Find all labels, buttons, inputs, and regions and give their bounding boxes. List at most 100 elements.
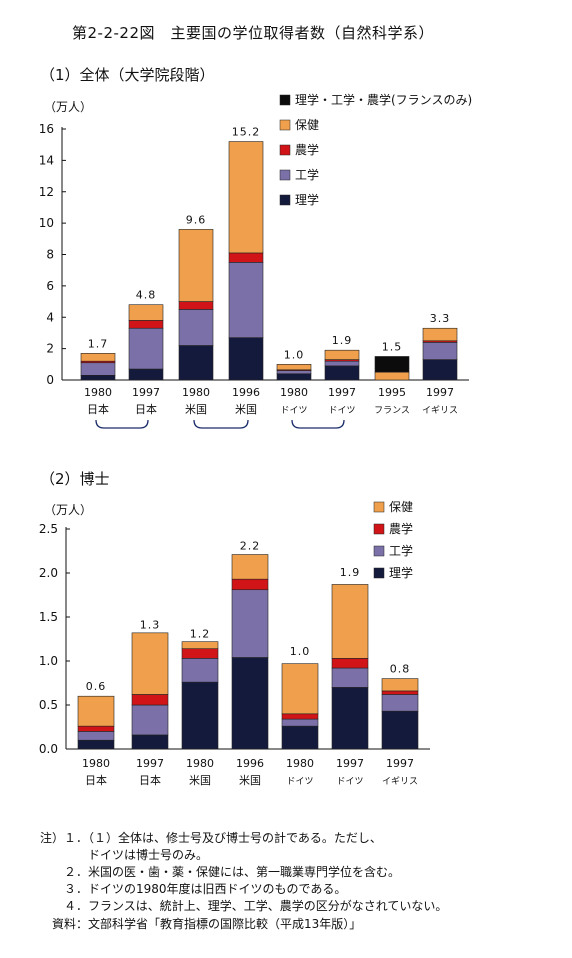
bar-segment-理学: [131, 734, 169, 750]
bar-segment-理学: [281, 725, 319, 750]
x-tick-country-label: 日本: [85, 773, 107, 787]
y-tick-label: 0.0: [39, 742, 58, 756]
bar-total-label: 3.3: [430, 312, 451, 325]
legend-swatch: [279, 94, 291, 106]
y-tick-label: 16: [39, 122, 54, 136]
bar-segment-保健: [77, 695, 115, 727]
section-title-overall: （1）全体（大学院段階）: [40, 66, 215, 84]
bar-total-label: 1.7: [88, 337, 109, 350]
bar-segment-理学・工学・農学: [374, 356, 410, 373]
bar-segment-保健: [276, 364, 312, 371]
bar-total-label: 9.6: [186, 213, 207, 226]
x-tick-country-label: イギリス: [422, 405, 458, 416]
x-tick-country-label: 米国: [185, 403, 207, 416]
bar-segment-理学: [178, 345, 214, 381]
bar-segment-工学: [178, 309, 214, 346]
bar-total-label: 1.0: [290, 645, 311, 658]
x-tick-year-label: 1980: [280, 386, 308, 399]
bar-segment-工学: [77, 731, 115, 741]
note-line: 注）１．（１）全体は、修士号及び博士号の計である。ただし、: [40, 831, 382, 845]
source-note: 資料：文部科学省「教育指標の国際比較（平成13年版）」: [52, 917, 362, 931]
bar-segment-保健: [231, 554, 269, 580]
y-tick-label: 2.5: [39, 522, 58, 536]
y-tick-label: 1.0: [39, 654, 58, 668]
bar-total-label: 4.8: [136, 289, 157, 302]
x-tick-year-label: 1980: [182, 386, 210, 399]
bar-segment-保健: [181, 641, 219, 649]
bar-segment-工学: [381, 694, 419, 712]
bar-segment-工学: [281, 718, 319, 727]
bar-segment-工学: [331, 667, 369, 688]
notes: 注）１．（１）全体は、修士号及び博士号の計である。ただし、 ドイツは博士号のみ。…: [40, 830, 447, 915]
y-tick-label: 2: [46, 342, 54, 356]
group-bracket: [193, 419, 249, 429]
legend-swatch: [279, 144, 291, 156]
legend-swatch: [279, 169, 291, 181]
x-tick-year-label: 1997: [328, 386, 356, 399]
bar-total-label: 1.5: [382, 340, 403, 353]
legend-label: 理学: [295, 192, 319, 207]
bar-segment-農学: [231, 578, 269, 591]
x-tick-country-label: フランス: [374, 405, 410, 416]
legend-swatch: [373, 545, 385, 557]
note-line: ２．米国の医・歯・薬・保健には、第一職業専門学位を含む。: [40, 865, 401, 879]
bar-segment-保健: [331, 584, 369, 659]
y-tick-label: 14: [39, 153, 54, 167]
x-tick-year-label: 1997: [426, 386, 454, 399]
bar-segment-保健: [381, 678, 419, 692]
bar-segment-農学: [131, 694, 169, 706]
y-tick-label: 8: [46, 248, 54, 262]
bar-segment-工学: [128, 327, 164, 370]
legend-swatch: [373, 567, 385, 579]
bar-segment-保健: [131, 632, 169, 695]
y-tick-label: 4: [46, 310, 54, 324]
x-tick-year-label: 1997: [336, 757, 364, 770]
bar-total-label: 2.2: [240, 539, 261, 552]
bar-segment-農学: [331, 658, 369, 669]
bar-segment-理学: [181, 681, 219, 750]
x-tick-year-label: 1995: [378, 386, 406, 399]
legend-swatch: [373, 523, 385, 535]
legend-label: 理学: [389, 565, 413, 580]
legend-label: 理学・工学・農学(フランスのみ): [295, 92, 472, 107]
bar-segment-保健: [281, 663, 319, 715]
legend-swatch: [279, 194, 291, 206]
bar-segment-理学: [231, 657, 269, 750]
bar-segment-保健: [80, 353, 116, 362]
y-axis-unit-label: （万人）: [44, 503, 92, 517]
legend-label: 保健: [295, 118, 319, 132]
figure-title: 第2-2-22図 主要国の学位取得者数（自然科学系）: [72, 24, 435, 42]
y-tick-label: 1.5: [39, 610, 58, 624]
x-tick-country-label: 米国: [239, 774, 261, 787]
bar-total-label: 1.0: [284, 348, 305, 361]
bar-segment-保健: [128, 304, 164, 321]
bar-segment-理学: [331, 687, 369, 750]
x-tick-year-label: 1996: [236, 757, 264, 770]
legend-label: 農学: [389, 521, 413, 536]
bar-total-label: 0.6: [86, 680, 107, 693]
bar-segment-工学: [131, 704, 169, 736]
bar-total-label: 1.3: [140, 619, 161, 632]
bar-total-label: 1.9: [340, 566, 361, 579]
x-tick-country-label: 米国: [235, 403, 257, 416]
bar-segment-保健: [324, 349, 360, 360]
bar-segment-理学: [381, 710, 419, 750]
note-line: ４．フランスは、統計上、理学、工学、農学の区分がなされていない。: [40, 899, 448, 913]
x-tick-year-label: 1997: [136, 757, 164, 770]
group-bracket: [95, 419, 149, 429]
bar-segment-工学: [231, 589, 269, 658]
x-tick-year-label: 1980: [186, 757, 214, 770]
bar-segment-保健: [228, 141, 264, 254]
y-tick-label: 10: [39, 216, 54, 230]
section-title-doctorate: （2）博士: [40, 470, 110, 488]
x-tick-year-label: 1996: [232, 386, 260, 399]
bar-segment-農学: [77, 725, 115, 732]
y-tick-label: 12: [39, 185, 54, 199]
legend-label: 工学: [295, 167, 319, 182]
bar-segment-理学: [228, 337, 264, 381]
note-line: ドイツは博士号のみ。: [40, 848, 209, 862]
x-tick-year-label: 1997: [132, 386, 160, 399]
x-tick-year-label: 1980: [82, 757, 110, 770]
x-tick-country-label: ドイツ: [336, 777, 363, 787]
